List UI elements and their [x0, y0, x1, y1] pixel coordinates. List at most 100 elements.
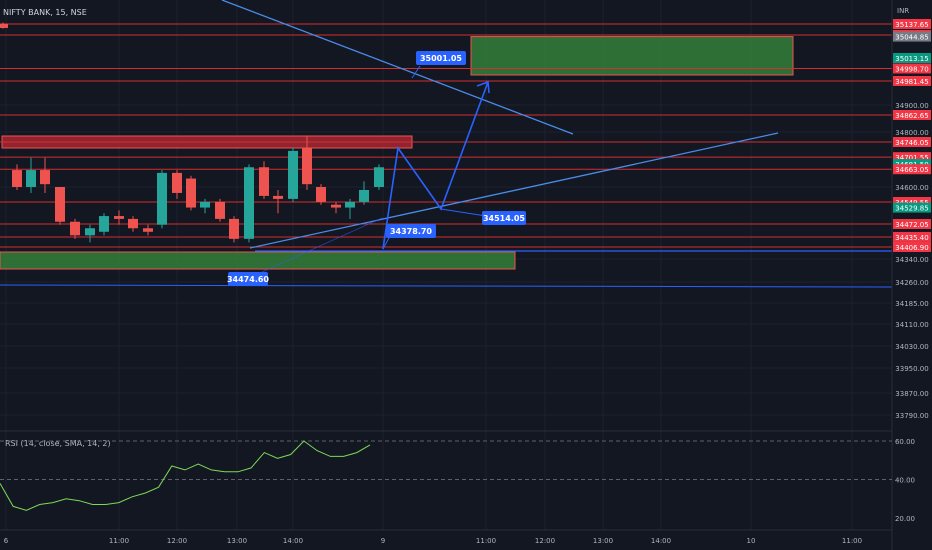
price-tick-label: 34185.00: [895, 300, 928, 308]
price-label-badge: [893, 63, 931, 74]
price-label-text: 34472.05: [895, 221, 928, 229]
candle-body: [26, 170, 36, 187]
candle-body: [172, 172, 182, 193]
time-tick-label: 12:00: [535, 537, 555, 545]
price-label-text: 34862.65: [895, 112, 928, 120]
price-tick-label: 33870.00: [895, 390, 928, 398]
price-callout: [482, 211, 526, 225]
price-tick-label: 34110.00: [895, 321, 928, 329]
time-tick-label: 13:00: [593, 537, 613, 545]
price-label-text: 35013.15: [895, 55, 928, 63]
price-axis[interactable]: [892, 0, 932, 550]
price-label-text: 34406.90: [895, 244, 928, 252]
price-callout-label: 34514.05: [483, 214, 525, 223]
price-callout: [386, 224, 436, 238]
price-label-badge: [893, 197, 931, 207]
price-label-badge: [893, 152, 931, 163]
price-label-badge: [893, 137, 931, 147]
price-label-badge: [893, 76, 931, 86]
time-tick-label: 6: [4, 537, 9, 545]
price-label-badge: [893, 31, 931, 42]
time-axis[interactable]: 6 11:00 12:00 13:00 14:00 9 11:00 12:00 13:00 14:…: [4, 537, 862, 545]
candle-body: [85, 228, 95, 236]
price-labels: 35137.6535047.2035044.8535013.1534998.70…: [893, 19, 931, 252]
price-label-badge: [893, 164, 931, 175]
time-tick-label: 9: [381, 537, 385, 545]
candle-body: [99, 216, 109, 232]
candle-body: [215, 201, 225, 219]
price-label-text: 34701.55: [895, 154, 928, 162]
base-line: [0, 284, 893, 288]
price-tick-label: 34340.00: [895, 256, 928, 264]
time-tick-label: 11:00: [476, 537, 496, 545]
time-tick-label: 12:00: [167, 537, 187, 545]
ascending-trendline: [249, 132, 779, 249]
candle-body: [229, 218, 239, 239]
price-tick-label: 33950.00: [895, 365, 928, 373]
candle-body: [302, 147, 312, 185]
price-ticks: 34900.00 34800.00 34600.00 34340.00 34260.00…: [895, 102, 928, 420]
price-tick-label: 34900.00: [895, 102, 928, 110]
price-callout: [228, 272, 268, 286]
price-tick-label: 34800.00: [895, 129, 928, 137]
price-label-text: 34663.05: [895, 166, 928, 174]
candle-body: [316, 187, 326, 202]
price-label-badge: [893, 219, 931, 229]
candle-body: [40, 170, 50, 185]
rsi-tick-label: 60.00: [895, 438, 915, 446]
price-label-badge: [893, 202, 931, 213]
price-label-text: 35137.65: [895, 21, 928, 29]
candle-body: [186, 178, 196, 208]
candle-body: [374, 167, 384, 187]
candles: [0, 22, 384, 243]
time-tick-label: 13:00: [227, 537, 247, 545]
candle-body: [143, 228, 153, 232]
rsi-title: RSI (14, close, SMA, 14, 2): [5, 439, 111, 448]
annotations: 35001.05 34378.70 34514.05 34474.60: [227, 51, 526, 286]
candle-body: [128, 218, 138, 229]
rsi-pane: 60.00 40.00 20.00: [0, 438, 915, 523]
callout-connector: [411, 65, 421, 79]
grid: [0, 0, 892, 530]
price-callout-label: 34378.70: [390, 227, 432, 236]
level-lines: [0, 23, 893, 288]
candle-body: [0, 23, 8, 28]
candle-body: [259, 167, 269, 196]
price-label-badge: [893, 53, 931, 63]
descending-trendline: [221, 0, 574, 135]
price-tick-label: 34600.00: [895, 184, 928, 192]
projected-arrow-head: [476, 80, 490, 94]
price-callout-label: 34474.60: [227, 275, 269, 284]
trendlines: [221, 0, 779, 249]
candle-body: [70, 221, 80, 236]
rsi-tick-label: 40.00: [895, 477, 915, 485]
price-label-badge: [893, 242, 931, 252]
currency-label: INR: [897, 7, 909, 15]
price-tick-label: 33790.00: [895, 412, 928, 420]
time-tick-label: 14:00: [651, 537, 671, 545]
candle-body: [114, 216, 124, 219]
price-label-badge: [893, 159, 931, 169]
candle-body: [244, 167, 254, 239]
price-label-text: 34529.85: [895, 205, 928, 213]
price-tick-label: 34030.00: [895, 343, 928, 351]
callout-connector: [440, 208, 487, 217]
support-zone: [0, 251, 516, 270]
rsi-tick-label: 20.00: [895, 515, 915, 523]
candle-body: [157, 172, 167, 225]
price-label-badge: [893, 19, 931, 29]
price-tick-label: 34260.00: [895, 279, 928, 287]
candle-body: [12, 170, 22, 187]
projected-path: [382, 81, 489, 250]
price-label-badge: [893, 231, 931, 242]
price-label-text: 34998.70: [895, 65, 928, 73]
time-tick-label: 11:00: [109, 537, 129, 545]
symbol-title: NIFTY BANK, 15, NSE: [3, 8, 87, 17]
callout-connector: [382, 235, 391, 250]
price-label-text: 34435.40: [895, 234, 928, 242]
callout-connector: [261, 217, 383, 273]
price-callout-label: 35001.05: [420, 54, 462, 63]
price-label-badge: [893, 110, 931, 120]
